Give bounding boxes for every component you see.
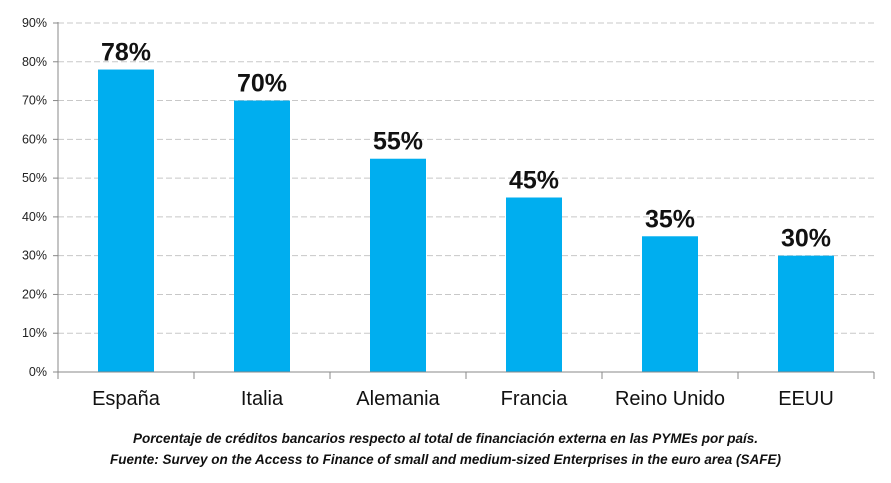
y-tick-label: 80% (22, 55, 47, 69)
data-label: 55% (373, 128, 423, 156)
data-labels: 78% 70% 55% 45% 35% 30% (101, 39, 831, 253)
y-tick-label: 0% (29, 365, 47, 379)
x-tick-label: EEUU (778, 388, 834, 410)
bars (98, 69, 834, 373)
y-tick-label: 70% (22, 94, 47, 108)
bar (778, 255, 834, 372)
x-tick-label: Alemania (356, 388, 440, 410)
data-label: 35% (645, 205, 695, 233)
gridlines (58, 22, 874, 334)
data-label: 45% (509, 167, 559, 195)
y-tick-label: 50% (22, 171, 47, 185)
x-tick-label: Francia (501, 388, 569, 410)
y-tick-label: 40% (22, 210, 47, 224)
bar (98, 69, 154, 373)
data-label: 70% (237, 70, 287, 98)
bar (642, 236, 698, 372)
caption-source: Fuente: Survey on the Access to Finance … (110, 452, 781, 467)
x-axis: España Italia Alemania Francia Reino Unido EE… (57, 371, 875, 410)
x-tick-label: Reino Unido (615, 388, 725, 410)
bar (370, 158, 426, 372)
y-tick-label: 20% (22, 287, 47, 301)
x-tick-label: España (92, 388, 161, 410)
bar (506, 197, 562, 372)
data-label: 30% (781, 225, 831, 253)
data-label: 78% (101, 39, 151, 67)
y-axis: 0% 10% 20% 30% 40% 50% 60% 70% 80% 90% (22, 16, 59, 379)
bar (234, 100, 290, 373)
bar-chart: 0% 10% 20% 30% 40% 50% 60% 70% 80% 90% 78% 70% 55% 4… (22, 16, 875, 410)
y-tick-label: 30% (22, 249, 47, 263)
y-tick-label: 90% (22, 16, 47, 30)
caption-description: Porcentaje de créditos bancarios respect… (133, 431, 758, 446)
y-tick-label: 10% (22, 326, 47, 340)
y-tick-label: 60% (22, 132, 47, 146)
x-tick-label: Italia (241, 388, 284, 410)
